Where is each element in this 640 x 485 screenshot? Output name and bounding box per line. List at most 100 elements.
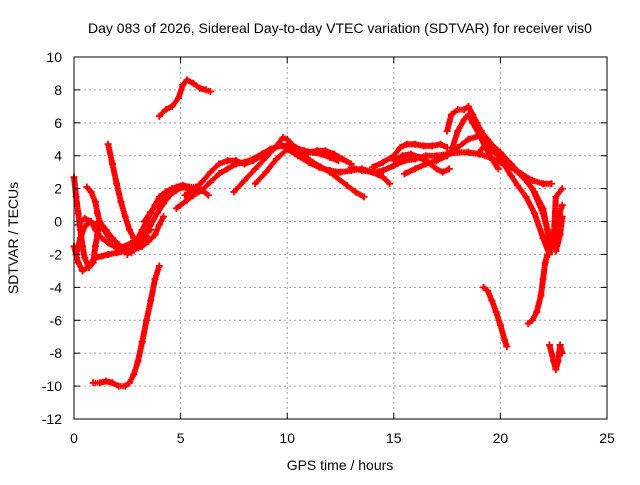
series-layer: [70, 76, 566, 390]
data-point: [198, 186, 206, 194]
data-point: [539, 204, 547, 212]
data-point: [513, 168, 521, 176]
data-point: [368, 163, 376, 171]
data-point: [507, 171, 515, 179]
data-point: [224, 157, 232, 165]
data-point: [554, 357, 562, 365]
data-point: [522, 176, 530, 184]
data-point: [98, 234, 106, 242]
data-point: [198, 178, 206, 186]
y-tick-label: -4: [50, 279, 63, 295]
y-axis-label: SDTVAR / TECUs: [5, 182, 21, 294]
data-point: [108, 160, 116, 168]
data-point: [464, 111, 472, 119]
data-point: [215, 170, 223, 178]
data-point: [379, 167, 387, 175]
data-point: [160, 213, 168, 221]
data-point: [81, 222, 89, 230]
data-series-22: [545, 341, 566, 374]
data-point: [104, 140, 112, 148]
data-point: [121, 213, 129, 221]
data-point: [379, 173, 387, 181]
y-tick-label: 8: [54, 82, 62, 98]
x-tick-label: 25: [599, 430, 615, 446]
data-point: [539, 275, 547, 283]
ticks: 0 5 10 15 20 25 -12 -10 -8 -6 -4 -2 0 2 4 6 8 10: [42, 49, 615, 446]
data-point: [558, 349, 566, 357]
data-point: [379, 158, 387, 166]
data-point: [543, 226, 551, 234]
data-point: [121, 246, 129, 254]
data-point: [87, 188, 95, 196]
data-point: [296, 147, 304, 155]
data-point: [147, 297, 155, 305]
data-point: [545, 341, 553, 349]
data-point: [189, 186, 197, 194]
y-tick-label: -10: [42, 378, 62, 394]
data-point: [347, 163, 355, 171]
data-point: [501, 336, 509, 344]
data-point: [96, 218, 104, 226]
data-point: [494, 165, 502, 173]
series-track: [90, 262, 163, 390]
data-point: [74, 259, 82, 267]
data-point: [411, 165, 419, 173]
data-point: [533, 308, 541, 316]
data-point: [241, 176, 249, 184]
data-point: [96, 379, 104, 387]
data-point: [343, 181, 351, 189]
data-point: [279, 134, 287, 142]
data-point: [179, 81, 187, 89]
y-tick-label: 2: [54, 181, 62, 197]
data-point: [83, 183, 91, 191]
data-point: [475, 130, 483, 138]
data-point: [464, 102, 472, 110]
data-point: [488, 297, 496, 305]
data-point: [522, 193, 530, 201]
data-point: [98, 252, 106, 260]
data-point: [151, 275, 159, 283]
x-tick-label: 0: [70, 430, 78, 446]
data-point: [437, 140, 445, 148]
data-point: [496, 321, 504, 329]
data-point: [241, 160, 249, 168]
data-point: [315, 163, 323, 171]
data-point: [283, 145, 291, 153]
data-point: [334, 175, 342, 183]
data-point: [79, 267, 87, 275]
data-series-5: [83, 183, 116, 245]
data-point: [273, 142, 281, 150]
data-point: [447, 111, 455, 119]
data-point: [74, 221, 82, 229]
data-point: [249, 157, 257, 165]
data-point: [537, 292, 545, 300]
x-tick-label: 5: [177, 430, 185, 446]
data-point: [351, 188, 359, 196]
data-point: [183, 196, 191, 204]
data-point: [539, 180, 547, 188]
data-point: [503, 343, 511, 351]
data-series-13: [230, 134, 355, 196]
data-point: [445, 165, 453, 173]
x-tick-label: 15: [386, 430, 402, 446]
data-point: [479, 283, 487, 291]
data-series-16: [368, 140, 451, 171]
data-point: [317, 150, 325, 158]
chart-title: Day 083 of 2026, Sidereal Day-to-day VTE…: [88, 20, 592, 36]
data-point: [513, 181, 521, 189]
data-point: [558, 201, 566, 209]
data-point: [138, 226, 146, 234]
data-point: [134, 357, 142, 365]
data-point: [398, 152, 406, 160]
x-tick-label: 20: [493, 430, 509, 446]
data-point: [125, 379, 133, 387]
data-point: [153, 201, 161, 209]
data-point: [104, 250, 112, 258]
data-point: [196, 84, 204, 92]
data-point: [115, 241, 123, 249]
data-point: [294, 152, 302, 160]
data-point: [102, 377, 110, 385]
data-series-25: [89, 262, 163, 390]
data-point: [104, 232, 112, 240]
data-point: [147, 208, 155, 216]
